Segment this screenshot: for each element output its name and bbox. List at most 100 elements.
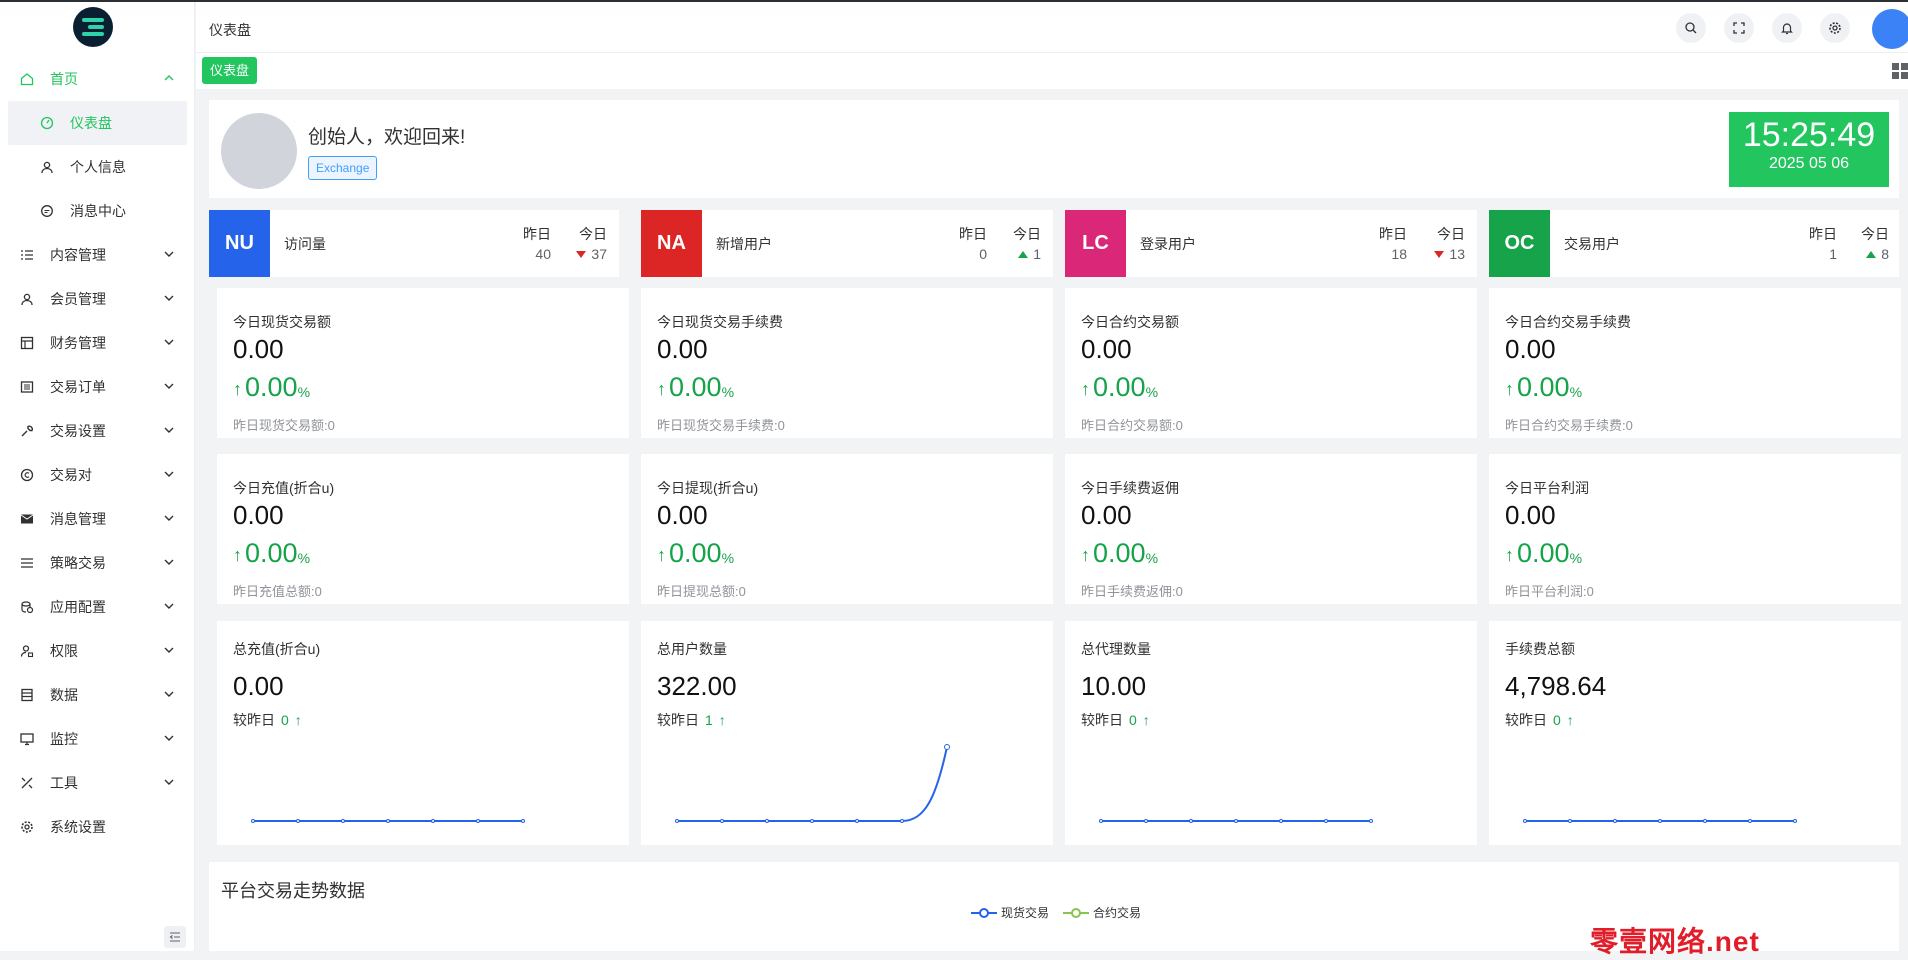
sidebar-item-strategy[interactable]: 策略交易 — [0, 541, 195, 585]
metric-value: 0.00 — [233, 334, 284, 364]
legend-label: 现货交易 — [1001, 906, 1050, 920]
sidebar-item-app-config[interactable]: 应用配置 — [0, 585, 195, 629]
metric-value: 0.00 — [657, 334, 708, 364]
logo-bar — [82, 32, 104, 36]
sidebar-item-messages[interactable]: 消息中心 — [0, 189, 195, 233]
stat-code: NU — [209, 210, 270, 277]
metric-card: 今日手续费返佣 0.00 ↑ 0.00% 昨日手续费返佣:0 — [1065, 454, 1477, 604]
metric-value: 0.00 — [1081, 500, 1132, 530]
compare-value: 1 — [705, 712, 713, 728]
sidebar-item-label: 仪表盘 — [70, 115, 112, 131]
avatar — [221, 113, 297, 189]
dashboard-icon — [40, 116, 54, 130]
watermark: 零壹网络.net — [1590, 926, 1760, 957]
settings-button[interactable] — [1820, 13, 1850, 43]
arrow-up-icon: ↑ — [1081, 379, 1090, 399]
finance-icon — [20, 336, 34, 350]
fullscreen-button[interactable] — [1724, 13, 1754, 43]
app-logo[interactable] — [73, 7, 113, 47]
sparkline-point — [1658, 819, 1662, 823]
tab-dashboard[interactable]: 仪表盘 — [202, 57, 258, 84]
sparkline-point — [1279, 819, 1283, 823]
sidebar-item-permissions[interactable]: 权限 — [0, 629, 195, 673]
sidebar-item-label: 内容管理 — [50, 247, 106, 263]
sidebar-item-label: 会员管理 — [50, 291, 106, 307]
sidebar-item-monitor[interactable]: 监控 — [0, 717, 195, 761]
sidebar-item-system-settings[interactable]: 系统设置 — [0, 805, 195, 849]
metric-change-unit: % — [1145, 384, 1159, 400]
metric-change-value: 0.00 — [669, 538, 722, 568]
metric-footer: 昨日平台利润:0 — [1505, 584, 1594, 599]
metric-change-value: 0.00 — [1517, 372, 1570, 402]
metric-change-value: 0.00 — [1517, 538, 1570, 568]
metric-card: 今日合约交易手续费 0.00 ↑ 0.00% 昨日合约交易手续费:0 — [1489, 288, 1901, 438]
mail-icon — [20, 512, 34, 526]
stat-card: OC 交易用户 昨日 1 今日 8 — [1489, 210, 1899, 277]
stat-card: LC 登录用户 昨日 18 今日 13 — [1065, 210, 1477, 277]
metric-change: ↑ 0.00% — [657, 372, 734, 403]
sidebar-item-orders[interactable]: 交易订单 — [0, 365, 195, 409]
top-header: 仪表盘 — [196, 2, 1908, 53]
yesterday-value: 0 — [979, 246, 987, 262]
sparkline-point — [1144, 819, 1148, 823]
notifications-button[interactable] — [1772, 13, 1802, 43]
total-label: 手续费总额 — [1505, 641, 1575, 657]
compare-value: 0 — [281, 712, 289, 728]
trend-up-icon — [1866, 251, 1877, 258]
user-avatar[interactable] — [1872, 9, 1908, 49]
metric-change-value: 0.00 — [1093, 372, 1146, 402]
sparkline-point — [1748, 819, 1752, 823]
arrow-up-icon: ↑ — [657, 379, 666, 399]
metric-card: 今日现货交易手续费 0.00 ↑ 0.00% 昨日现货交易手续费:0 — [641, 288, 1053, 438]
stat-today: 今日 1 — [1013, 224, 1041, 264]
metric-change: ↑ 0.00% — [1505, 538, 1582, 569]
sidebar-item-label: 系统设置 — [50, 819, 106, 835]
metric-change-value: 0.00 — [1093, 538, 1146, 568]
sidebar-item-members[interactable]: 会员管理 — [0, 277, 195, 321]
clock-date: 2025 05 06 — [1768, 155, 1850, 172]
total-card: 总用户数量 322.00 较昨日 1 ↑ — [641, 621, 1053, 845]
search-button[interactable] — [1676, 13, 1706, 43]
metric-change: ↑ 0.00% — [657, 538, 734, 569]
chevron-down-icon — [164, 339, 174, 345]
metric-change-unit: % — [721, 384, 735, 400]
arrow-up-icon: ↑ — [1142, 712, 1150, 728]
sparkline-point — [900, 819, 904, 823]
sparkline-point — [1793, 819, 1797, 823]
sparkline-point — [296, 819, 300, 823]
sidebar-item-tools[interactable]: 工具 — [0, 761, 195, 805]
sidebar-item-content[interactable]: 内容管理 — [0, 233, 195, 277]
metric-label: 今日合约交易手续费 — [1505, 314, 1631, 330]
sidebar-item-message-mgmt[interactable]: 消息管理 — [0, 497, 195, 541]
sidebar-item-trade-settings[interactable]: 交易设置 — [0, 409, 195, 453]
message-icon — [40, 204, 54, 218]
metric-label: 今日现货交易手续费 — [657, 314, 783, 330]
legend-item-futures[interactable]: 合约交易 — [1063, 904, 1141, 921]
metric-change-value: 0.00 — [245, 538, 298, 568]
sidebar-item-home[interactable]: 首页 — [0, 57, 195, 101]
sidebar-item-pairs[interactable]: 交易对 — [0, 453, 195, 497]
metric-footer: 昨日充值总额:0 — [233, 584, 322, 599]
collapse-sidebar-button[interactable] — [164, 926, 186, 948]
sidebar-item-label: 工具 — [50, 775, 78, 791]
home-icon — [20, 72, 34, 86]
sidebar-menu: 首页 仪表盘 个人信息 消息中心 内容管理 会员管理 财务管理 — [0, 57, 195, 849]
today-label: 今日 — [579, 226, 607, 242]
arrow-up-icon: ↑ — [718, 712, 726, 728]
sidebar-item-label: 监控 — [50, 731, 78, 747]
legend-item-spot[interactable]: 现货交易 — [971, 904, 1049, 921]
metric-change-unit: % — [721, 550, 735, 566]
yesterday-label: 昨日 — [523, 226, 551, 242]
compare-label: 较昨日 — [657, 712, 699, 728]
sidebar-item-dashboard[interactable]: 仪表盘 — [8, 101, 187, 145]
today-value: 1 — [1033, 246, 1041, 262]
total-card: 总充值(折合u) 0.00 较昨日 0 ↑ — [217, 621, 629, 845]
sidebar-item-data[interactable]: 数据 — [0, 673, 195, 717]
compare-value: 0 — [1553, 712, 1561, 728]
stat-yesterday: 昨日 1 — [1809, 224, 1837, 264]
sidebar-item-finance[interactable]: 财务管理 — [0, 321, 195, 365]
grid-icon[interactable] — [1892, 63, 1908, 79]
metric-change: ↑ 0.00% — [233, 538, 310, 569]
total-label: 总代理数量 — [1081, 641, 1151, 657]
sidebar-item-profile[interactable]: 个人信息 — [0, 145, 195, 189]
